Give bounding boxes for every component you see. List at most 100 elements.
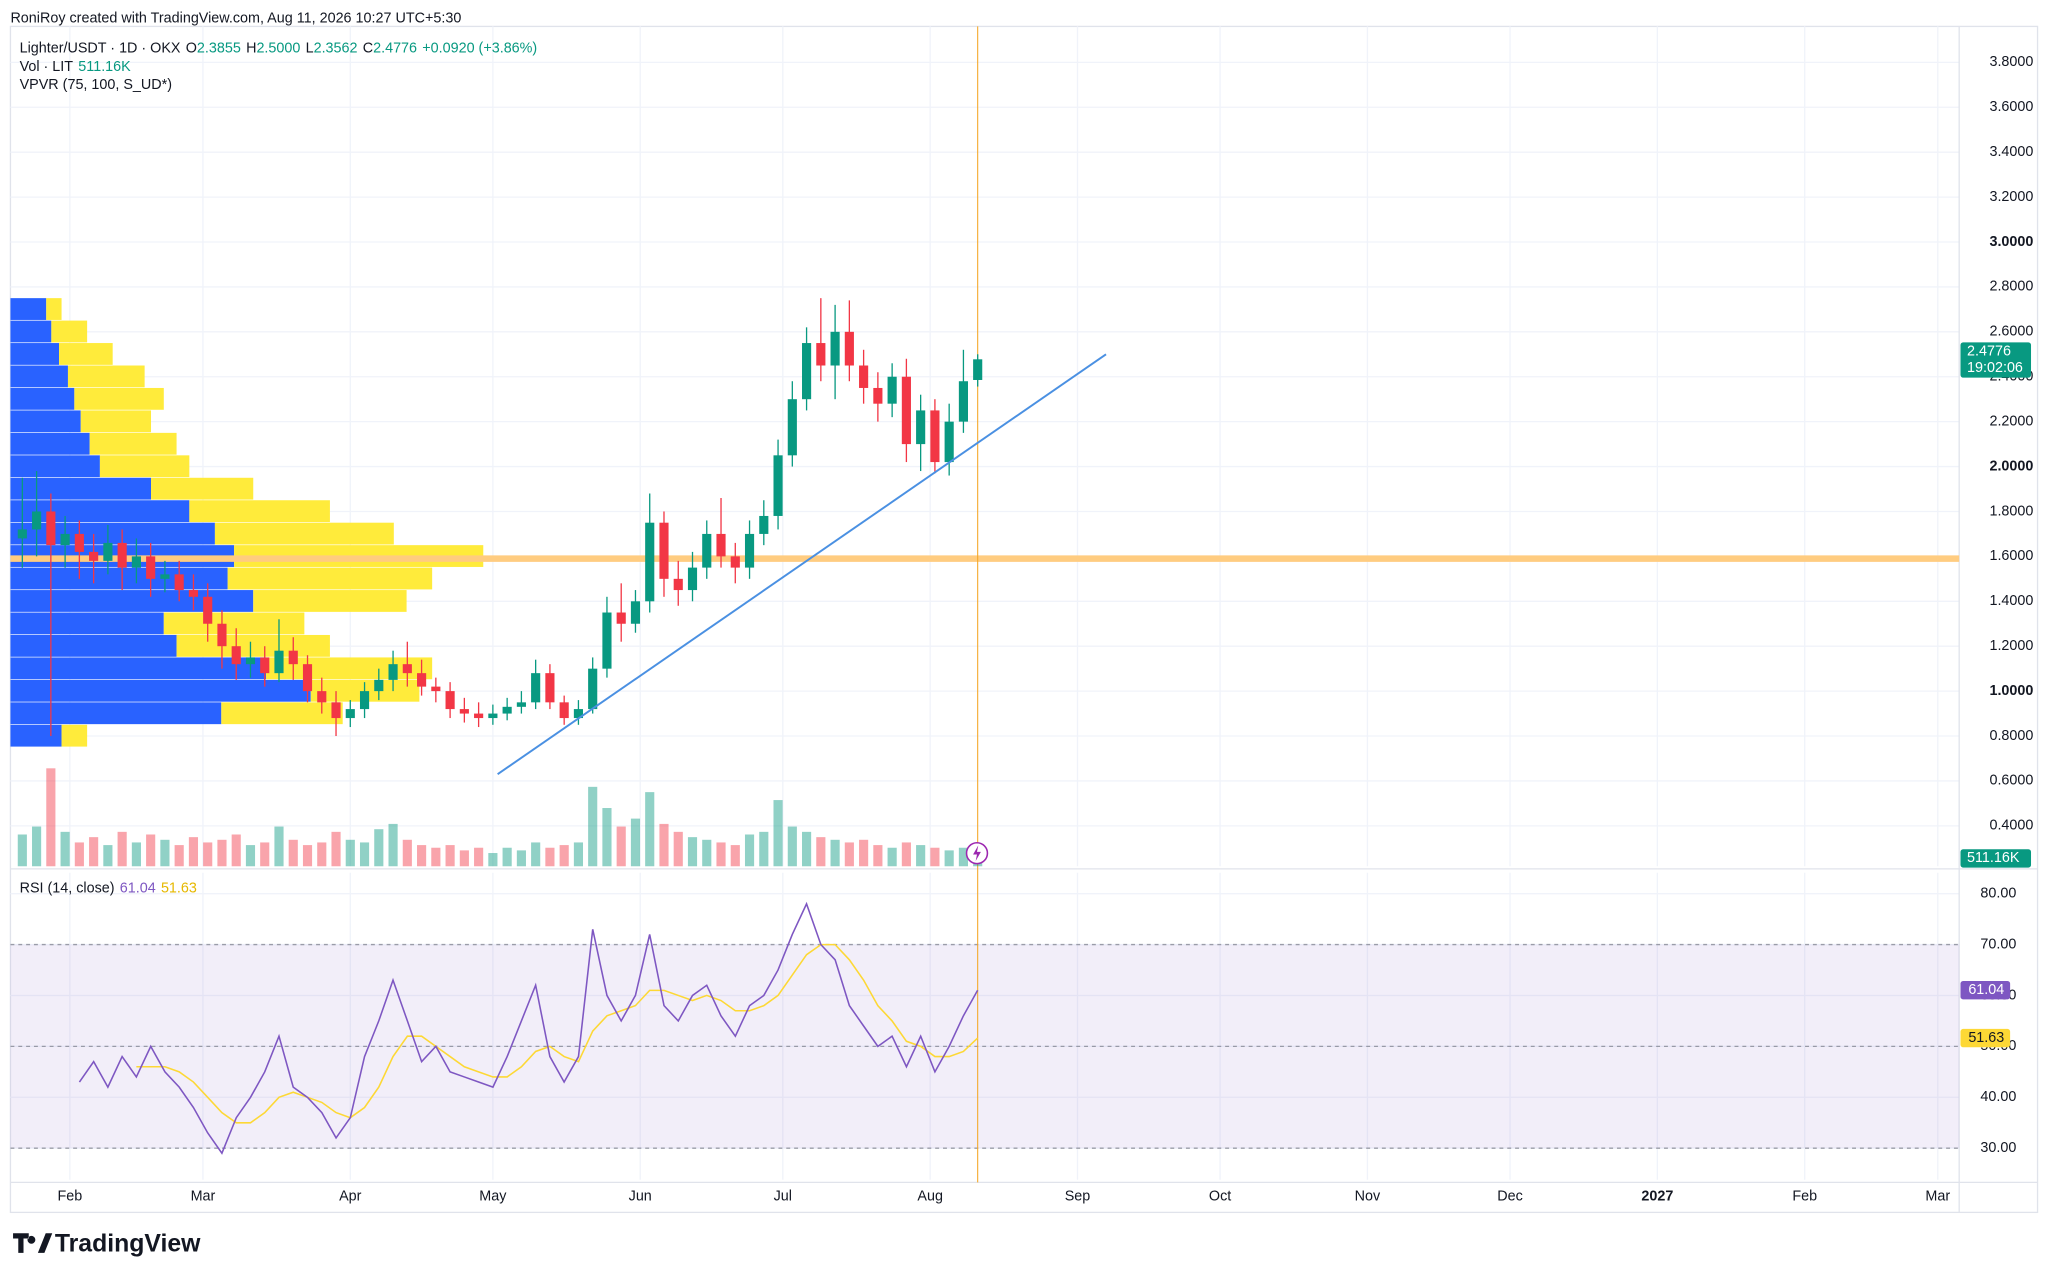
candle-body	[188, 590, 199, 597]
x-tick-label: Mar	[1925, 1189, 1950, 1205]
candle-body	[716, 533, 726, 557]
logo: TradingView	[13, 1231, 201, 1258]
vpvr-down	[61, 724, 88, 747]
rsi-tick-label: 70.00	[1980, 936, 2016, 952]
vpvr-up	[10, 455, 100, 478]
volume-bar	[859, 839, 869, 867]
candle-body	[417, 673, 427, 687]
candle-body	[702, 533, 712, 568]
candle-body	[645, 522, 655, 602]
x-tick-label: Jun	[629, 1189, 652, 1205]
vpvr-down	[74, 387, 164, 410]
candle-body	[203, 596, 213, 624]
x-tick-label: Oct	[1209, 1189, 1231, 1205]
volume-bar	[673, 831, 683, 867]
candle-body	[231, 646, 241, 665]
volume-bar	[645, 792, 655, 867]
price-badge	[1960, 342, 2032, 378]
y-tick-label: 2.8000	[1989, 279, 2033, 295]
candle-body	[32, 511, 42, 530]
vpvr-down	[99, 455, 190, 478]
volume-bar	[89, 837, 99, 867]
candle-body	[260, 657, 270, 674]
volume-bar	[830, 839, 840, 867]
vpvr-down	[46, 298, 62, 320]
candle-body	[916, 410, 926, 445]
volume-bar	[488, 853, 498, 867]
vpvr-up	[10, 634, 177, 657]
volume-bar	[17, 834, 27, 867]
plot-layer: Feb Mar Apr May Jun Jul Aug Sep Oct Nov Dec 2027 Feb…	[10, 26, 2038, 1213]
candle-body	[973, 359, 983, 380]
vpvr-down	[163, 612, 305, 635]
countdown-label: 19:02:06	[1967, 360, 2023, 376]
rsi-ma-value: 51.63	[161, 880, 197, 896]
volume-bar	[873, 845, 883, 867]
x-tick-label: 2027	[1641, 1189, 1673, 1205]
volume-bar	[630, 818, 641, 867]
legend-vpvr: VPVR (75, 100, S_UD*)	[20, 77, 172, 93]
x-tick-label: Aug	[917, 1189, 943, 1205]
x-tick-label: Nov	[1355, 1189, 1381, 1205]
volume-bar	[402, 839, 412, 867]
candle-body	[901, 376, 911, 445]
legend-l-value: 2.3562	[314, 40, 358, 56]
rsi-tick-label: 30.00	[1980, 1140, 2016, 1156]
trendline	[497, 353, 1107, 776]
volume-badge-label: 511.16K	[1967, 850, 2020, 866]
candle-body	[830, 331, 840, 366]
candle-body	[673, 578, 683, 591]
candle-body	[730, 556, 740, 568]
legend-main: Lighter/USDT · 1D · OKX O2.3855 H2.5000 L2.…	[20, 40, 538, 56]
x-tick-label: Jul	[774, 1189, 792, 1205]
candle-body	[359, 691, 370, 710]
volume-bar	[759, 831, 769, 867]
legend-c-value: 2.4776	[373, 40, 417, 56]
volume-bar	[117, 831, 127, 867]
volume-bar	[417, 845, 427, 867]
candle-body	[816, 343, 826, 366]
volume-bar	[916, 845, 926, 867]
vpvr-up	[10, 410, 81, 433]
volume-bar	[901, 842, 911, 867]
y-tick-label: 2.0000	[1989, 458, 2033, 474]
candle-body	[160, 574, 170, 579]
candle-body	[345, 709, 355, 719]
volume-bar	[502, 847, 512, 867]
rsi-ma-badge	[1960, 1028, 2011, 1048]
volume-bar	[702, 839, 712, 867]
vpvr-up	[10, 567, 228, 590]
volume-bar	[331, 831, 341, 867]
legend-volume: Vol · LIT 511.16K	[20, 59, 132, 75]
vpvr-down	[151, 477, 254, 500]
legend-change: +0.0920 (+3.86%)	[422, 40, 537, 56]
vpvr-up	[10, 612, 164, 635]
candle-body	[388, 664, 398, 680]
vpvr-down	[221, 702, 343, 725]
rsi-line	[78, 901, 979, 1155]
vpvr-down	[189, 500, 330, 523]
rsi-badge-label: 61.04	[1968, 982, 2004, 998]
x-tick-label: Sep	[1065, 1189, 1091, 1205]
vpvr-up	[10, 702, 222, 725]
vpvr-up	[10, 724, 62, 747]
alert-icon-bolt	[973, 845, 981, 862]
legend-l: L	[306, 40, 314, 56]
volume-bar	[174, 845, 184, 867]
candle-body	[873, 387, 883, 404]
y-tick-label: 3.4000	[1989, 144, 2033, 160]
candle-body	[17, 529, 27, 539]
volume-bar	[302, 845, 313, 867]
candle-body	[74, 533, 84, 552]
candle-body	[331, 702, 341, 719]
volume-bar	[573, 842, 584, 867]
y-tick-label: 2.6000	[1989, 324, 2033, 340]
attribution: RoniRoy created with TradingView.com, Au…	[10, 10, 461, 26]
candle-body	[887, 376, 897, 404]
candle-body	[944, 421, 954, 463]
volume-bar	[730, 845, 740, 867]
volume-bar	[659, 823, 669, 867]
candle-body	[573, 709, 584, 719]
volume-bar	[602, 808, 612, 867]
